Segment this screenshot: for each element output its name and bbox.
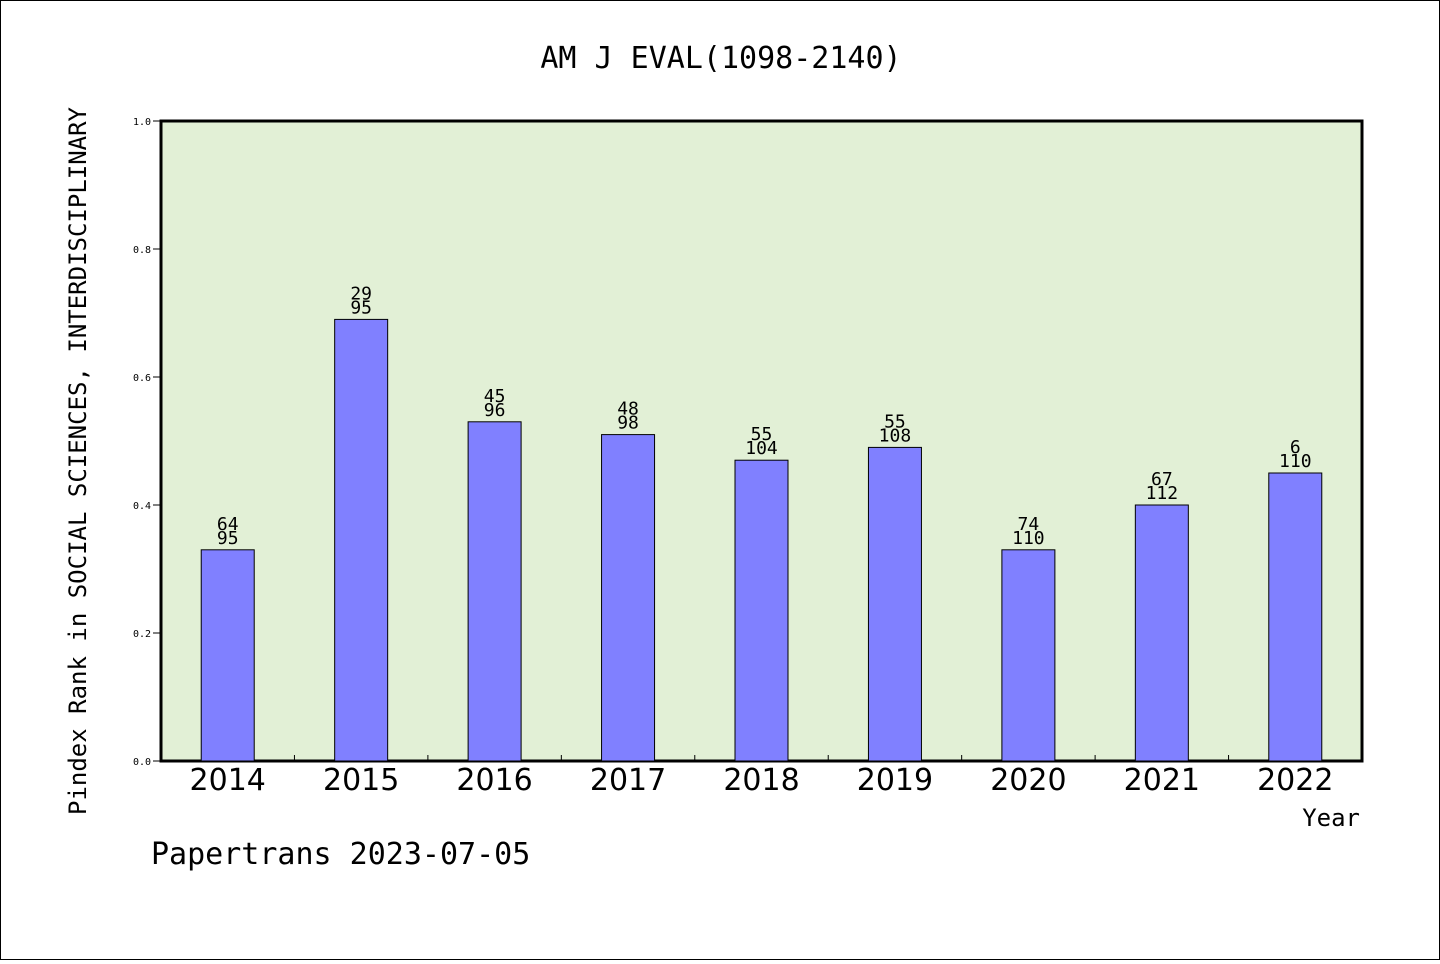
y-tick-label: 0.2 xyxy=(133,629,151,640)
x-tick-label-2021: 2021 xyxy=(1124,763,1200,798)
bar-2014 xyxy=(200,549,255,762)
bar-2021 xyxy=(1134,504,1189,762)
rank-label-2016: 45 xyxy=(484,386,506,407)
chart-title: AM J EVAL(1098-2140) xyxy=(540,41,901,76)
x-tick-label-2015: 2015 xyxy=(323,763,399,798)
x-tick-label-2019: 2019 xyxy=(857,763,933,798)
total-label-2020: 110 xyxy=(1012,528,1045,549)
bar-2019 xyxy=(867,446,922,762)
bar-2018 xyxy=(734,459,789,762)
bar-2022 xyxy=(1268,472,1323,762)
y-tick-label: 0.0 xyxy=(133,757,151,768)
y-axis-label: Pindex Rank in SOCIAL SCIENCES, INTERDIS… xyxy=(64,106,92,815)
rank-label-2015: 29 xyxy=(350,283,372,304)
total-label-2016: 96 xyxy=(484,400,506,421)
y-tick-label: 0.6 xyxy=(133,373,151,384)
y-tick-label: 0.4 xyxy=(133,501,151,512)
total-label-2019: 108 xyxy=(879,425,912,446)
total-label-2014: 95 xyxy=(217,528,239,549)
rank-label-2014: 64 xyxy=(217,514,239,535)
x-tick-label-2022: 2022 xyxy=(1257,763,1333,798)
x-tick-label-2014: 2014 xyxy=(190,763,266,798)
x-ticks: 2014 2015 2016 2017 2018 2019 2020 2021 2022 xyxy=(190,755,1333,798)
rank-label-2019: 55 xyxy=(884,411,906,432)
rank-label-2018: 55 xyxy=(751,424,773,445)
y-tick-label: 1.0 xyxy=(133,117,151,128)
rank-label-2022: 6 xyxy=(1290,437,1301,458)
x-tick-label-2020: 2020 xyxy=(990,763,1066,798)
total-label-2022: 110 xyxy=(1279,451,1312,472)
total-label-2021: 112 xyxy=(1146,483,1179,504)
y-ticks: 0.0 0.2 0.4 0.6 0.8 1.0 xyxy=(133,117,161,768)
rank-label-2017: 48 xyxy=(617,399,639,420)
rank-label-2021: 67 xyxy=(1151,469,1173,490)
bar-2017 xyxy=(601,434,656,762)
x-axis-label: Year xyxy=(1302,804,1360,832)
y-tick-label: 0.8 xyxy=(133,245,151,256)
bar-2016 xyxy=(467,421,522,762)
total-label-2015: 95 xyxy=(350,297,372,318)
x-tick-label-2018: 2018 xyxy=(723,763,799,798)
x-tick-label-2016: 2016 xyxy=(456,763,532,798)
total-label-2018: 104 xyxy=(745,438,778,459)
total-label-2017: 98 xyxy=(617,413,639,434)
bar-2020 xyxy=(1001,549,1056,762)
footer-credit: Papertrans 2023-07-05 xyxy=(151,837,530,872)
rank-label-2020: 74 xyxy=(1018,514,1040,535)
bars xyxy=(200,318,1323,762)
bar-2015 xyxy=(334,318,389,762)
x-tick-label-2017: 2017 xyxy=(590,763,666,798)
